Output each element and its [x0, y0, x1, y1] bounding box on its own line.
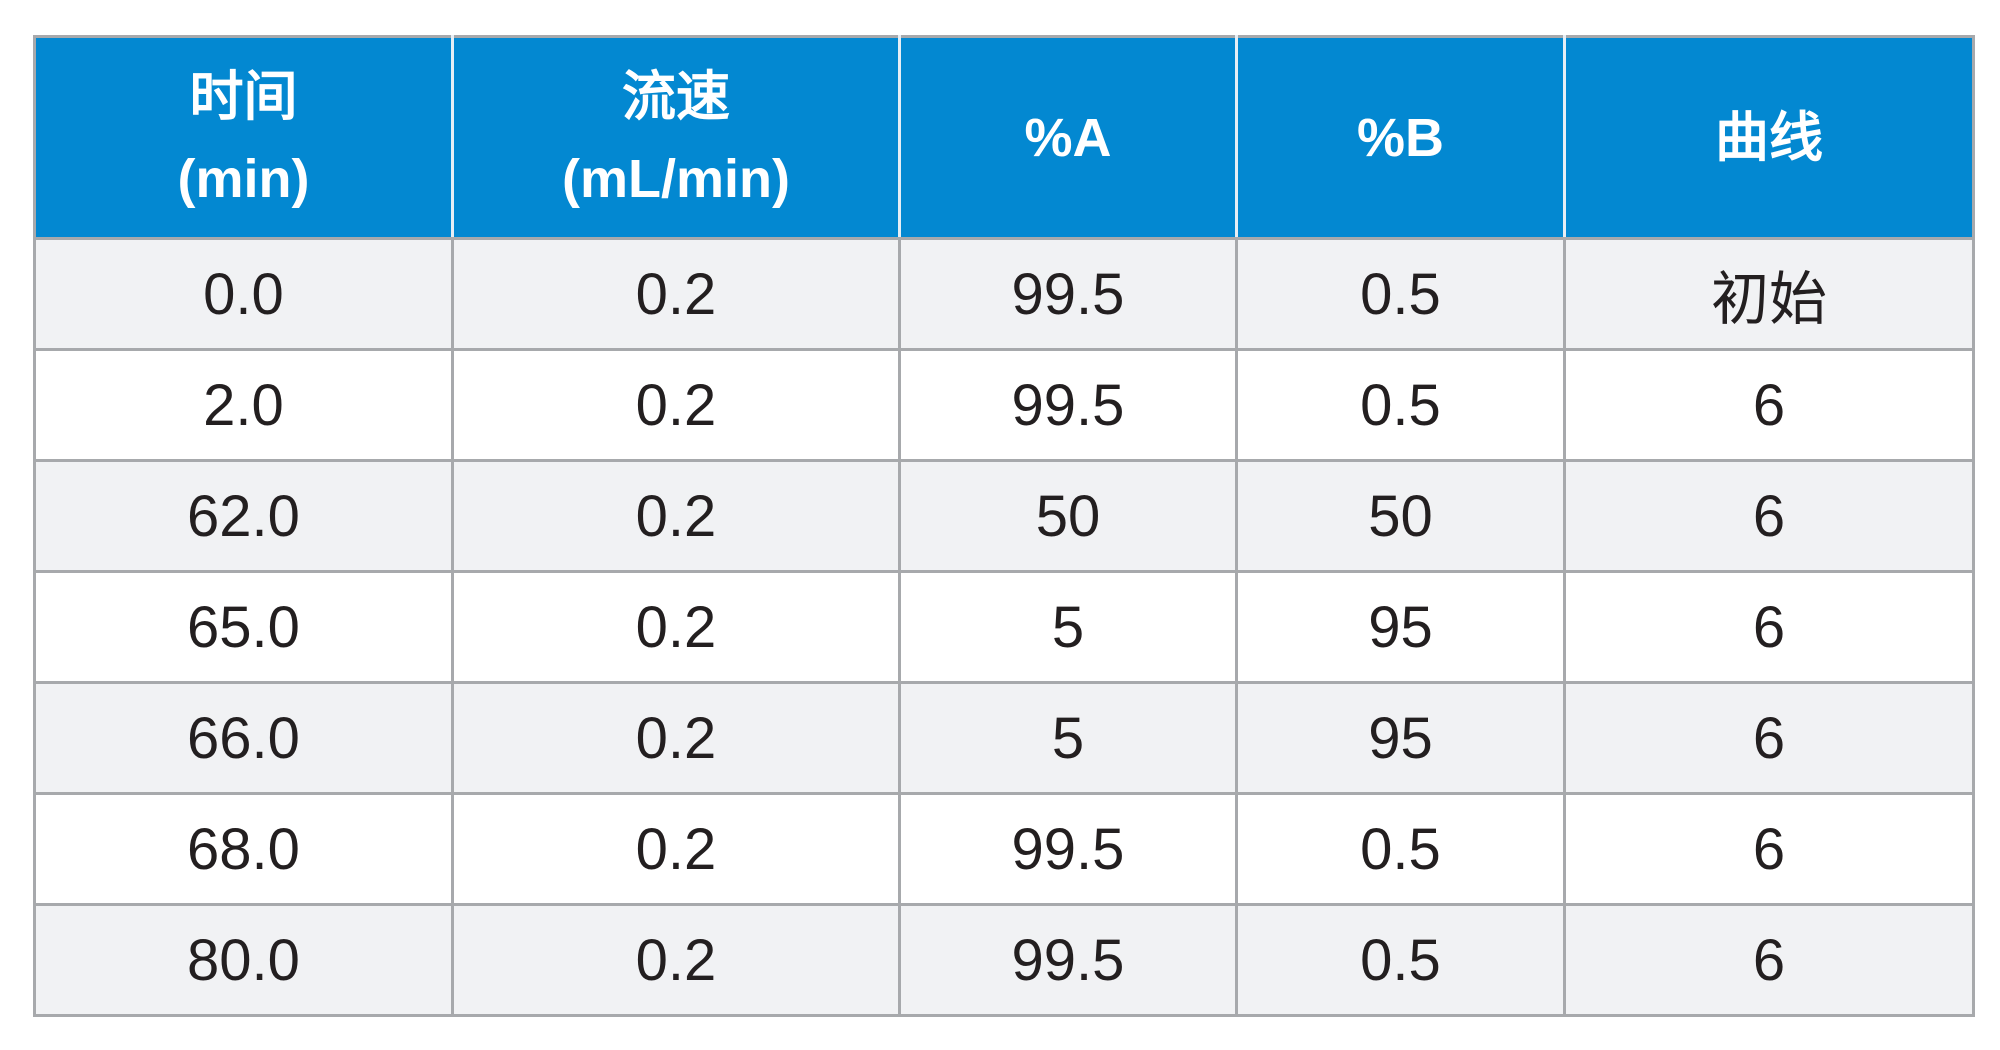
- cell-time: 0.0: [33, 237, 454, 351]
- header-percent-a: %A: [898, 35, 1238, 240]
- header-curve-label: 曲线: [1715, 107, 1823, 168]
- cell-curve: 6: [1563, 681, 1975, 795]
- header-flow-rate-unit: (mL/min): [562, 148, 790, 209]
- table-row: 2.0 0.2 99.5 0.5 6: [33, 348, 1975, 462]
- header-time: 时间 (min): [33, 35, 454, 240]
- header-flow-rate-label: 流速: [622, 66, 730, 127]
- cell-time: 68.0: [33, 792, 454, 906]
- header-time-label: 时间: [189, 66, 298, 127]
- cell-time: 66.0: [33, 681, 454, 795]
- table-body: 0.0 0.2 99.5 0.5 初始 2.0 0.2 99.5 0.5 6 6…: [33, 237, 1975, 1017]
- header-time-unit: (min): [177, 148, 310, 209]
- table-row: 66.0 0.2 5 95 6: [33, 681, 1975, 795]
- table-row: 62.0 0.2 50 50 6: [33, 459, 1975, 573]
- cell-flow-rate: 0.2: [451, 681, 901, 795]
- cell-time: 80.0: [33, 903, 454, 1017]
- cell-percent-a: 99.5: [898, 792, 1238, 906]
- cell-percent-a: 5: [898, 570, 1238, 684]
- table-row: 68.0 0.2 99.5 0.5 6: [33, 792, 1975, 906]
- cell-percent-b: 95: [1235, 570, 1566, 684]
- header-flow-rate: 流速 (mL/min): [451, 35, 901, 240]
- cell-flow-rate: 0.2: [451, 237, 901, 351]
- cell-percent-a: 99.5: [898, 348, 1238, 462]
- cell-time: 2.0: [33, 348, 454, 462]
- cell-flow-rate: 0.2: [451, 570, 901, 684]
- table-row: 0.0 0.2 99.5 0.5 初始: [33, 237, 1975, 351]
- cell-percent-a: 5: [898, 681, 1238, 795]
- cell-percent-a: 99.5: [898, 237, 1238, 351]
- cell-percent-b: 0.5: [1235, 903, 1566, 1017]
- header-percent-b: %B: [1235, 35, 1566, 240]
- gradient-table: 时间 (min) 流速 (mL/min) %A %B 曲线: [33, 35, 1975, 1017]
- cell-flow-rate: 0.2: [451, 348, 901, 462]
- cell-flow-rate: 0.2: [451, 792, 901, 906]
- cell-percent-b: 50: [1235, 459, 1566, 573]
- cell-percent-a: 99.5: [898, 903, 1238, 1017]
- header-row: 时间 (min) 流速 (mL/min) %A %B 曲线: [33, 35, 1975, 240]
- cell-percent-b: 0.5: [1235, 237, 1566, 351]
- header-curve: 曲线: [1563, 35, 1975, 240]
- table-row: 65.0 0.2 5 95 6: [33, 570, 1975, 684]
- gradient-table-container: 时间 (min) 流速 (mL/min) %A %B 曲线: [33, 35, 1975, 1017]
- cell-percent-b: 0.5: [1235, 348, 1566, 462]
- cell-percent-b: 95: [1235, 681, 1566, 795]
- cell-flow-rate: 0.2: [451, 903, 901, 1017]
- header-percent-a-label: %A: [1024, 107, 1112, 168]
- header-percent-b-label: %B: [1356, 107, 1444, 168]
- table-header: 时间 (min) 流速 (mL/min) %A %B 曲线: [33, 35, 1975, 240]
- cell-curve: 初始: [1563, 237, 1975, 351]
- cell-time: 65.0: [33, 570, 454, 684]
- table-row: 80.0 0.2 99.5 0.5 6: [33, 903, 1975, 1017]
- cell-curve: 6: [1563, 570, 1975, 684]
- cell-curve: 6: [1563, 348, 1975, 462]
- cell-percent-a: 50: [898, 459, 1238, 573]
- cell-curve: 6: [1563, 903, 1975, 1017]
- cell-curve: 6: [1563, 459, 1975, 573]
- cell-percent-b: 0.5: [1235, 792, 1566, 906]
- cell-time: 62.0: [33, 459, 454, 573]
- cell-flow-rate: 0.2: [451, 459, 901, 573]
- cell-curve: 6: [1563, 792, 1975, 906]
